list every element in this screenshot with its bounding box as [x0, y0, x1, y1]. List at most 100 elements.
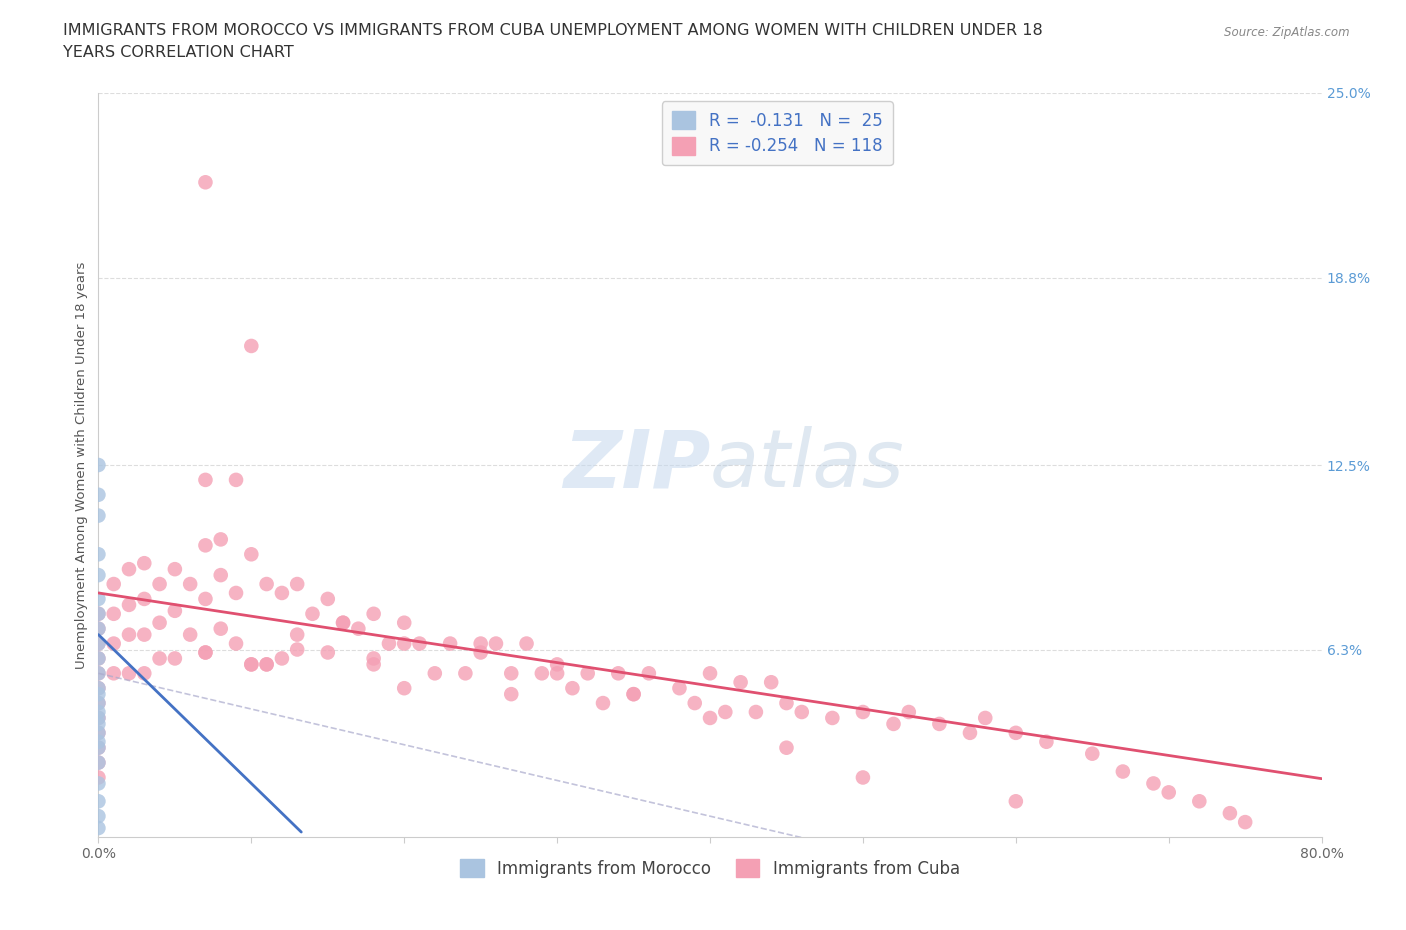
- Point: [454, 666, 477, 681]
- Point: [87, 567, 110, 582]
- Point: [285, 642, 308, 657]
- Point: [179, 627, 201, 642]
- Point: [392, 681, 416, 696]
- Point: [546, 666, 568, 681]
- Point: [1081, 746, 1104, 761]
- Point: [118, 597, 141, 612]
- Point: [87, 755, 110, 770]
- Point: [790, 705, 813, 720]
- Point: [439, 636, 461, 651]
- Point: [501, 686, 523, 701]
- Point: [87, 711, 110, 725]
- Point: [225, 586, 247, 601]
- Point: [378, 636, 401, 651]
- Point: [103, 577, 125, 591]
- Point: [194, 645, 217, 660]
- Point: [1219, 805, 1241, 820]
- Point: [87, 681, 110, 696]
- Point: [392, 636, 416, 651]
- Point: [87, 666, 110, 681]
- Point: [699, 666, 721, 681]
- Point: [87, 636, 110, 651]
- Point: [775, 740, 797, 755]
- Point: [87, 651, 110, 666]
- Point: [316, 591, 339, 606]
- Point: [363, 606, 385, 621]
- Point: [485, 636, 508, 651]
- Point: [285, 627, 308, 642]
- Point: [87, 725, 110, 740]
- Point: [270, 586, 292, 601]
- Point: [1112, 764, 1135, 779]
- Point: [163, 651, 186, 666]
- Point: [87, 809, 110, 824]
- Point: [1157, 785, 1180, 800]
- Point: [87, 621, 110, 636]
- Point: [240, 657, 263, 671]
- Point: [637, 666, 661, 681]
- Point: [87, 508, 110, 523]
- Point: [134, 591, 156, 606]
- Point: [256, 577, 278, 591]
- Point: [530, 666, 553, 681]
- Point: [194, 591, 217, 606]
- Point: [745, 705, 768, 720]
- Point: [285, 577, 308, 591]
- Point: [87, 686, 110, 701]
- Point: [714, 705, 737, 720]
- Point: [423, 666, 446, 681]
- Point: [118, 627, 141, 642]
- Point: [270, 651, 292, 666]
- Point: [209, 567, 232, 582]
- Point: [225, 472, 247, 487]
- Point: [897, 705, 920, 720]
- Point: [87, 651, 110, 666]
- Point: [1188, 794, 1211, 809]
- Point: [209, 532, 232, 547]
- Point: [883, 716, 905, 731]
- Point: [87, 716, 110, 731]
- Point: [87, 681, 110, 696]
- Point: [87, 696, 110, 711]
- Text: Source: ZipAtlas.com: Source: ZipAtlas.com: [1225, 26, 1350, 39]
- Point: [87, 606, 110, 621]
- Point: [87, 666, 110, 681]
- Point: [821, 711, 844, 725]
- Point: [240, 657, 263, 671]
- Point: [408, 636, 430, 651]
- Point: [256, 657, 278, 671]
- Point: [194, 645, 217, 660]
- Point: [392, 616, 416, 631]
- Point: [87, 776, 110, 790]
- Point: [87, 487, 110, 502]
- Point: [470, 636, 492, 651]
- Point: [546, 657, 568, 671]
- Point: [347, 621, 370, 636]
- Point: [501, 666, 523, 681]
- Point: [87, 696, 110, 711]
- Point: [118, 562, 141, 577]
- Point: [240, 339, 263, 353]
- Point: [759, 675, 782, 690]
- Point: [561, 681, 583, 696]
- Point: [194, 472, 217, 487]
- Point: [668, 681, 690, 696]
- Point: [1142, 776, 1164, 790]
- Point: [103, 666, 125, 681]
- Point: [103, 606, 125, 621]
- Point: [1004, 794, 1026, 809]
- Point: [163, 562, 186, 577]
- Point: [149, 651, 172, 666]
- Point: [730, 675, 752, 690]
- Point: [332, 616, 354, 631]
- Y-axis label: Unemployment Among Women with Children Under 18 years: Unemployment Among Women with Children U…: [75, 261, 89, 669]
- Point: [87, 735, 110, 750]
- Point: [974, 711, 997, 725]
- Point: [87, 636, 110, 651]
- Text: ZIP: ZIP: [562, 426, 710, 504]
- Point: [87, 794, 110, 809]
- Point: [852, 705, 875, 720]
- Point: [592, 696, 614, 711]
- Point: [134, 556, 156, 571]
- Point: [623, 686, 645, 701]
